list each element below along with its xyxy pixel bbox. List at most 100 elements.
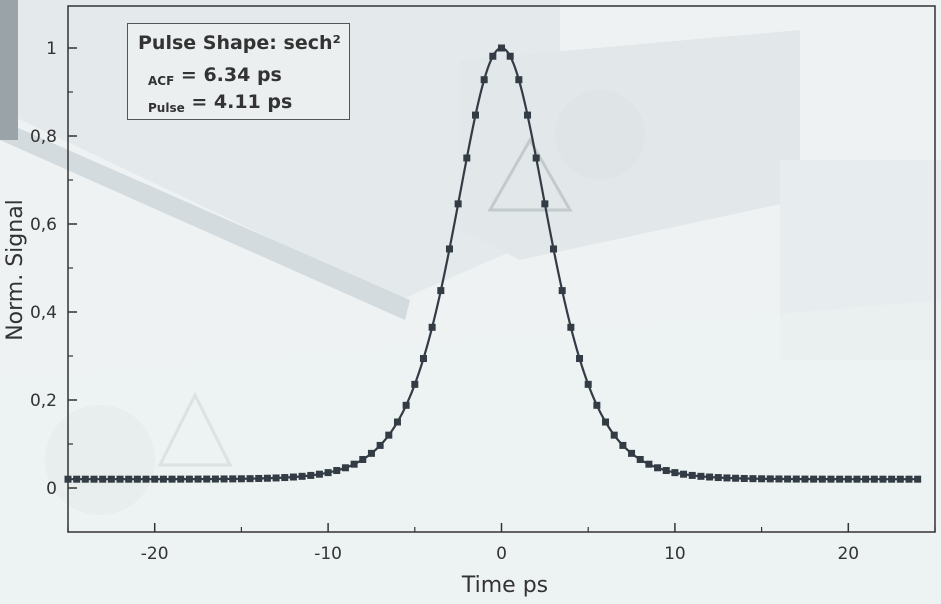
data-point bbox=[237, 475, 245, 483]
data-point bbox=[610, 431, 618, 439]
data-point bbox=[159, 475, 167, 483]
data-point bbox=[636, 455, 644, 463]
data-point bbox=[151, 475, 159, 483]
data-point bbox=[558, 287, 566, 295]
data-point bbox=[853, 475, 861, 483]
y-axis-ticks: 0 0,2 0,4 0,6 0,8 1 bbox=[30, 39, 77, 499]
data-point bbox=[350, 460, 358, 468]
legend-pulse-value: = 4.11 ps bbox=[191, 91, 293, 113]
data-point bbox=[654, 464, 662, 472]
x-axis-label: Time ps bbox=[461, 573, 548, 598]
data-point bbox=[584, 380, 592, 388]
data-point bbox=[324, 469, 332, 477]
data-point bbox=[784, 475, 792, 483]
data-point bbox=[758, 475, 766, 483]
data-point bbox=[714, 474, 722, 482]
data-point bbox=[914, 475, 922, 483]
data-point bbox=[792, 475, 800, 483]
data-point bbox=[489, 52, 497, 60]
data-point bbox=[168, 475, 176, 483]
data-point bbox=[73, 475, 81, 483]
data-point bbox=[862, 475, 870, 483]
data-point bbox=[532, 154, 540, 162]
data-point bbox=[896, 475, 904, 483]
data-point bbox=[437, 287, 445, 295]
data-point bbox=[645, 460, 653, 468]
data-point bbox=[576, 355, 584, 363]
data-point bbox=[515, 76, 523, 84]
legend-pulse: Pulse = 4.11 ps bbox=[148, 91, 292, 115]
data-point bbox=[706, 473, 714, 481]
data-point bbox=[723, 474, 731, 482]
legend-acf: ACF = 6.34 ps bbox=[148, 64, 282, 88]
data-point bbox=[454, 200, 462, 208]
data-point bbox=[411, 380, 419, 388]
y-tick-label: 0,6 bbox=[30, 215, 57, 235]
data-point bbox=[498, 44, 505, 52]
data-point bbox=[177, 475, 185, 483]
data-point bbox=[480, 76, 488, 84]
data-point bbox=[133, 475, 141, 483]
x-tick-label: -20 bbox=[141, 544, 169, 564]
y-axis-label: Norm. Signal bbox=[3, 199, 28, 341]
data-point bbox=[246, 475, 254, 483]
data-point bbox=[393, 418, 401, 426]
data-point bbox=[385, 431, 393, 439]
data-point bbox=[541, 200, 549, 208]
data-point bbox=[593, 401, 601, 409]
data-point bbox=[185, 475, 193, 483]
x-axis-ticks: -20 -10 0 10 20 bbox=[67, 523, 936, 564]
data-point bbox=[567, 323, 575, 331]
data-point bbox=[680, 470, 688, 478]
data-point bbox=[367, 449, 375, 457]
data-point bbox=[870, 475, 878, 483]
data-point bbox=[376, 441, 384, 449]
data-point bbox=[419, 355, 427, 363]
x-tick-label: 10 bbox=[664, 544, 686, 564]
data-point bbox=[879, 475, 887, 483]
data-point bbox=[463, 154, 471, 162]
data-point bbox=[281, 474, 289, 482]
data-point bbox=[64, 475, 72, 483]
data-point bbox=[203, 475, 211, 483]
data-point bbox=[315, 470, 323, 478]
data-point bbox=[333, 467, 341, 475]
data-point bbox=[99, 475, 107, 483]
data-point bbox=[766, 475, 774, 483]
data-point bbox=[810, 475, 818, 483]
data-point bbox=[662, 467, 670, 475]
data-point bbox=[307, 471, 315, 479]
data-point bbox=[801, 475, 809, 483]
y-tick-label: 0 bbox=[46, 479, 57, 499]
legend-title: Pulse Shape: sech² bbox=[138, 32, 341, 54]
data-point bbox=[263, 474, 271, 482]
data-point bbox=[602, 418, 610, 426]
y-tick-label: 1 bbox=[46, 39, 57, 59]
data-point bbox=[116, 475, 124, 483]
data-point bbox=[255, 474, 263, 482]
data-point bbox=[506, 52, 514, 60]
data-point bbox=[107, 475, 115, 483]
data-point bbox=[125, 475, 133, 483]
x-tick-label: 0 bbox=[496, 544, 507, 564]
data-point bbox=[428, 323, 436, 331]
data-point bbox=[445, 245, 453, 253]
data-point bbox=[671, 469, 679, 477]
data-markers bbox=[64, 44, 922, 483]
data-point bbox=[359, 455, 367, 463]
data-point bbox=[836, 475, 844, 483]
data-point bbox=[341, 464, 349, 472]
y-tick-label: 0,8 bbox=[30, 127, 57, 147]
data-point bbox=[272, 474, 280, 482]
data-point bbox=[827, 475, 835, 483]
data-point bbox=[194, 475, 202, 483]
data-point bbox=[550, 245, 558, 253]
data-point bbox=[220, 475, 228, 483]
legend-box: Pulse Shape: sech² ACF = 6.34 ps Pulse =… bbox=[127, 23, 350, 120]
data-point bbox=[524, 111, 532, 119]
data-point bbox=[619, 441, 627, 449]
data-point bbox=[211, 475, 219, 483]
y-tick-label: 0,2 bbox=[30, 391, 57, 411]
